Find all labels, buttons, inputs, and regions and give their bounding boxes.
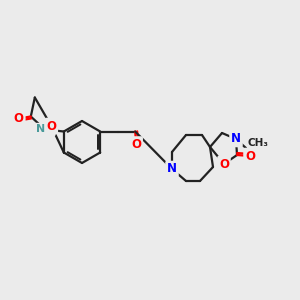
Text: NH: NH [36, 124, 54, 134]
Text: N: N [167, 163, 177, 176]
Text: O: O [46, 119, 56, 133]
Text: O: O [219, 158, 229, 170]
Text: O: O [14, 112, 24, 125]
Text: O: O [131, 138, 141, 151]
Text: CH₃: CH₃ [248, 138, 269, 148]
Text: O: O [245, 149, 255, 163]
Text: N: N [231, 133, 241, 146]
